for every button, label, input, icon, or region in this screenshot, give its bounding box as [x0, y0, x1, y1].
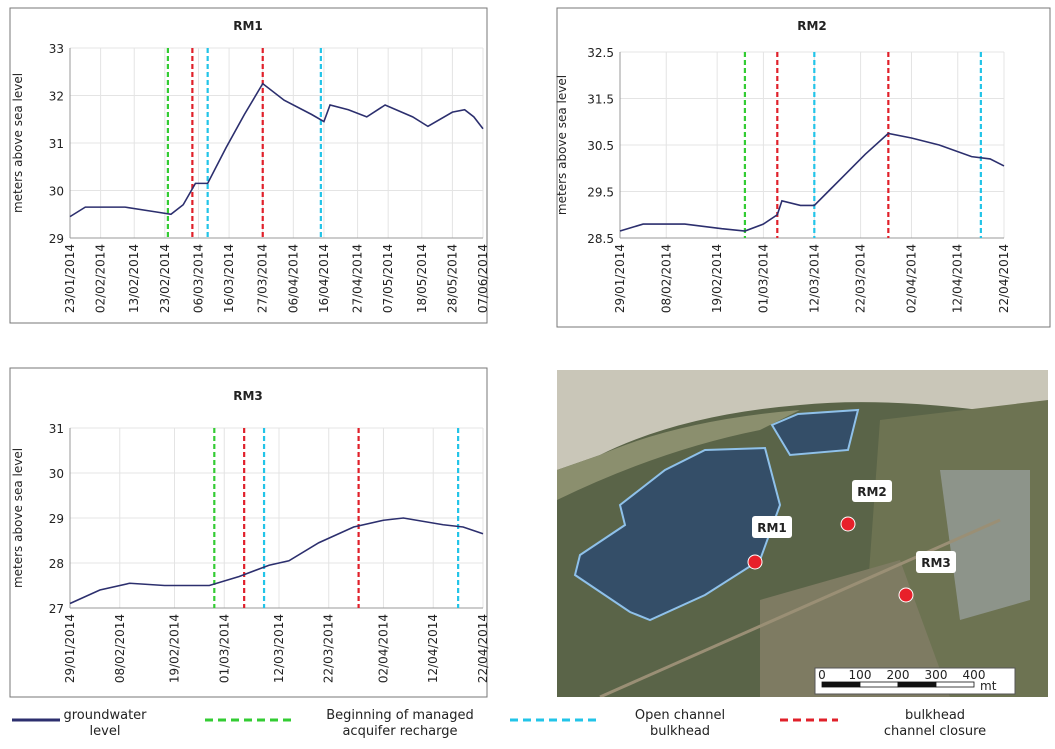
x-tick-label: 02/04/2014 — [376, 614, 390, 683]
legend-label-box: bulkhead channel closure — [845, 708, 1025, 748]
x-tick-label: 07/05/2014 — [381, 244, 395, 313]
x-tick-label: 22/04/2014 — [476, 614, 490, 683]
y-tick-label: 28 — [49, 557, 64, 571]
x-tick-label: 22/03/2014 — [322, 614, 336, 683]
well-point — [899, 588, 913, 602]
x-tick-label: 13/02/2014 — [127, 244, 141, 313]
well-point — [748, 555, 762, 569]
chart-title: RM1 — [233, 19, 263, 33]
x-tick-label: 06/03/2014 — [191, 244, 205, 313]
chart-title: RM3 — [233, 389, 263, 403]
x-tick-label: 08/02/2014 — [113, 614, 127, 683]
y-tick-label: 33 — [49, 42, 64, 56]
y-axis-label: meters above sea level — [11, 448, 25, 588]
x-tick-label: 19/02/2014 — [710, 244, 724, 313]
x-tick-label: 12/03/2014 — [272, 614, 286, 683]
y-tick-label: 32.5 — [587, 46, 614, 60]
legend-label: groundwater level — [60, 708, 150, 740]
scale-label: 300 — [925, 668, 948, 682]
x-tick-label: 18/05/2014 — [415, 244, 429, 313]
x-tick-label: 12/03/2014 — [807, 244, 821, 313]
panel-frame — [557, 8, 1050, 327]
legend-label: Open channel bulkhead — [625, 708, 735, 740]
y-tick-label: 32 — [49, 90, 64, 104]
well-label: RM1 — [757, 521, 787, 535]
x-tick-label: 16/03/2014 — [222, 244, 236, 313]
legend-label: Beginning of managed acquifer recharge — [313, 708, 488, 740]
scale-segment — [936, 682, 974, 687]
scale-segment — [860, 682, 898, 687]
x-tick-label: 07/06/2014 — [476, 244, 490, 313]
legend-label: bulkhead channel closure — [880, 708, 990, 740]
x-tick-label: 22/04/2014 — [997, 244, 1011, 313]
y-axis-label: meters above sea level — [11, 73, 25, 213]
y-tick-label: 30 — [49, 467, 64, 481]
scale-segment — [822, 682, 860, 687]
legend-label-box: Open channel bulkhead — [590, 708, 770, 748]
y-tick-label: 30 — [49, 185, 64, 199]
x-tick-label: 06/04/2014 — [286, 244, 300, 313]
x-tick-label: 28/05/2014 — [445, 244, 459, 313]
y-tick-label: 29 — [49, 512, 64, 526]
y-tick-label: 28.5 — [587, 232, 614, 246]
map — [557, 370, 1048, 697]
well-label: RM3 — [921, 556, 951, 570]
legend: groundwater level Beginning of managed ac… — [12, 708, 1025, 748]
x-tick-label: 27/03/2014 — [256, 244, 270, 313]
y-tick-label: 31 — [49, 137, 64, 151]
chart-title: RM2 — [797, 19, 827, 33]
y-tick-label: 31.5 — [587, 93, 614, 107]
x-tick-label: 02/04/2014 — [904, 244, 918, 313]
x-tick-label: 02/02/2014 — [94, 244, 108, 313]
well-point — [841, 517, 855, 531]
x-tick-label: 16/04/2014 — [317, 244, 331, 313]
x-tick-label: 22/03/2014 — [854, 244, 868, 313]
y-tick-label: 31 — [49, 422, 64, 436]
x-tick-label: 12/04/2014 — [426, 614, 440, 683]
x-tick-label: 29/01/2014 — [63, 614, 77, 683]
x-tick-label: 29/01/2014 — [613, 244, 627, 313]
x-tick-label: 23/01/2014 — [63, 244, 77, 313]
y-axis-label: meters above sea level — [555, 75, 569, 215]
x-tick-label: 27/04/2014 — [351, 244, 365, 313]
scale-unit: mt — [980, 679, 997, 693]
legend-label-box: groundwater level — [15, 708, 195, 748]
scale-segment — [898, 682, 936, 687]
well-label: RM2 — [857, 485, 887, 499]
x-tick-label: 12/04/2014 — [951, 244, 965, 313]
y-tick-label: 27 — [49, 602, 64, 616]
panel-frame — [10, 368, 487, 697]
legend-label-box: Beginning of managed acquifer recharge — [310, 708, 490, 748]
figure: groundwater level Beginning of managed ac… — [0, 0, 1055, 749]
x-tick-label: 01/03/2014 — [756, 244, 770, 313]
scale-label: 0 — [818, 668, 826, 682]
y-tick-label: 29 — [49, 232, 64, 246]
scale-label: 100 — [849, 668, 872, 682]
x-tick-label: 08/02/2014 — [659, 244, 673, 313]
y-tick-label: 29.5 — [587, 186, 614, 200]
y-tick-label: 30.5 — [587, 139, 614, 153]
x-tick-label: 23/02/2014 — [158, 244, 172, 313]
scale-label: 200 — [887, 668, 910, 682]
x-tick-label: 19/02/2014 — [167, 614, 181, 683]
x-tick-label: 01/03/2014 — [217, 614, 231, 683]
